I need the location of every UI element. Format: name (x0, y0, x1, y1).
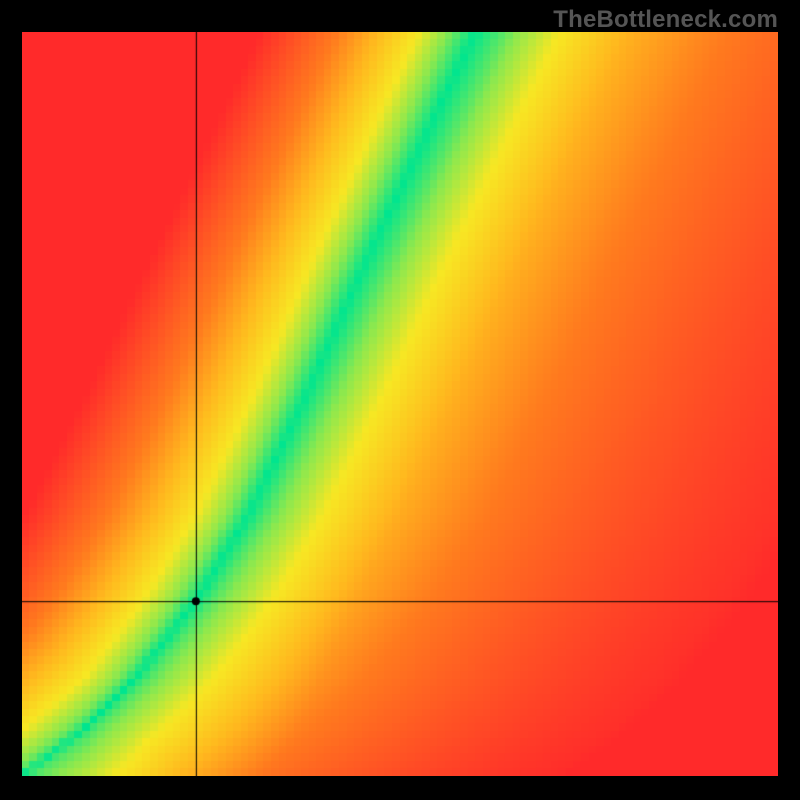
bottleneck-heatmap (22, 32, 778, 776)
chart-container: TheBottleneck.com (0, 0, 800, 800)
watermark-text: TheBottleneck.com (553, 6, 778, 34)
